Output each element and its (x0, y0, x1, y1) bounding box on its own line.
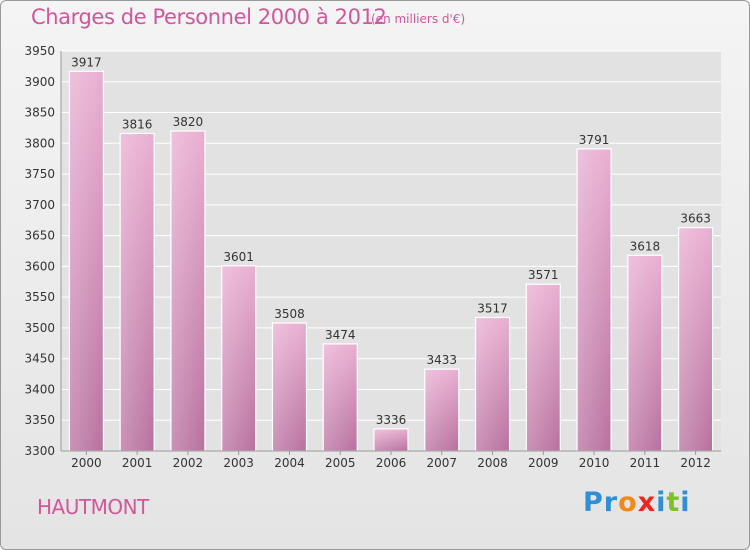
data-label: 3791 (579, 133, 610, 147)
data-label: 3601 (223, 250, 254, 264)
y-tick-label: 3400 (24, 382, 55, 396)
bar (68, 70, 104, 452)
x-tick-label: 2002 (173, 456, 204, 470)
x-tick-label: 2006 (376, 456, 407, 470)
data-label: 3571 (528, 268, 559, 282)
x-tick-label: 2009 (528, 456, 559, 470)
town-name: HAUTMONT (37, 495, 149, 519)
x-tick-label: 2005 (325, 456, 356, 470)
bar (221, 265, 257, 452)
data-label: 3820 (173, 115, 204, 129)
y-tick-label: 3600 (24, 259, 55, 273)
proxiti-logo: Proxiti (583, 487, 691, 518)
chart-subtitle: (en milliers d'€) (371, 12, 466, 26)
bar (678, 227, 714, 452)
x-tick-label: 2008 (477, 456, 508, 470)
bar (373, 428, 409, 452)
y-tick-label: 3350 (24, 413, 55, 427)
data-label: 3336 (376, 413, 407, 427)
x-tick-label: 2012 (680, 456, 711, 470)
x-tick-label: 2003 (223, 456, 254, 470)
data-label: 3517 (477, 301, 508, 315)
x-tick-label: 2011 (630, 456, 661, 470)
y-tick-label: 3900 (24, 75, 55, 89)
chart-title: Charges de Personnel 2000 à 2012 (31, 5, 387, 29)
bar (119, 132, 155, 452)
x-tick-label: 2000 (71, 456, 102, 470)
bar (271, 322, 308, 452)
bar (322, 343, 358, 452)
bar (474, 316, 511, 452)
bar (627, 254, 663, 452)
data-label: 3917 (71, 55, 102, 69)
bar (576, 148, 612, 452)
bar (424, 368, 460, 452)
y-tick-label: 3550 (24, 290, 55, 304)
plot-area (61, 51, 721, 451)
y-tick-label: 3850 (24, 106, 55, 120)
y-tick-label: 3700 (24, 198, 55, 212)
data-label: 3663 (680, 212, 711, 226)
logo-letter: i (680, 487, 691, 518)
logo-letter: x (637, 487, 657, 518)
x-tick-label: 2004 (274, 456, 305, 470)
data-label: 3816 (122, 117, 153, 131)
x-tick-label: 2007 (426, 456, 457, 470)
y-tick-label: 3950 (24, 44, 55, 58)
x-tick-label: 2001 (122, 456, 153, 470)
logo-letter: r (603, 487, 619, 518)
y-tick-label: 3450 (24, 352, 55, 366)
logo-letter: i (656, 487, 667, 518)
y-tick-label: 3300 (24, 444, 55, 458)
data-label: 3618 (630, 239, 661, 253)
data-label: 3508 (274, 307, 305, 321)
y-tick-label: 3800 (24, 136, 55, 150)
data-label: 3474 (325, 328, 356, 342)
y-tick-label: 3650 (24, 229, 55, 243)
y-tick-label: 3500 (24, 321, 55, 335)
x-tick-label: 2010 (579, 456, 610, 470)
logo-letter: t (666, 487, 681, 518)
y-tick-label: 3750 (24, 167, 55, 181)
bar (525, 283, 561, 452)
logo-letter: o (618, 487, 638, 518)
data-label: 3433 (426, 353, 457, 367)
bar (170, 130, 206, 452)
logo-letter: P (583, 487, 604, 518)
